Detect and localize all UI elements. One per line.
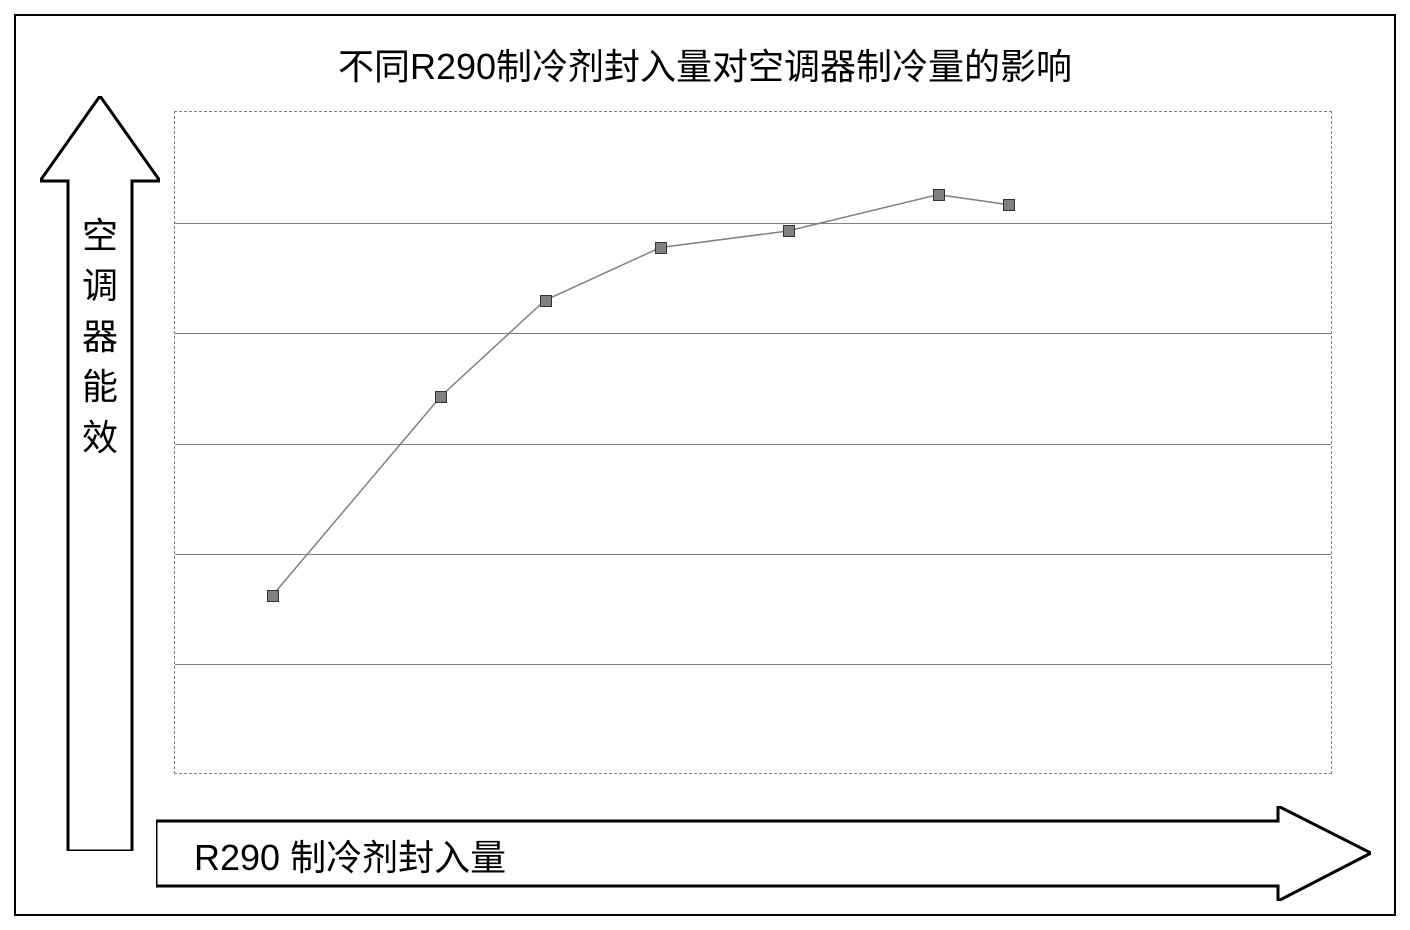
- y-label-char-2: 调: [40, 261, 160, 311]
- data-marker: [783, 225, 795, 237]
- chart-plot-area: [174, 111, 1332, 774]
- data-marker: [540, 295, 552, 307]
- gridline: [175, 223, 1331, 224]
- data-marker: [933, 189, 945, 201]
- data-marker: [1003, 199, 1015, 211]
- y-axis-label: 空 调 器 能 效: [40, 211, 160, 463]
- y-label-char-1: 空: [40, 211, 160, 261]
- y-label-char-5: 效: [40, 413, 160, 463]
- chart-line: [175, 112, 1331, 773]
- y-label-char-4: 能: [40, 362, 160, 412]
- gridline: [175, 444, 1331, 445]
- outer-frame: 不同R290制冷剂封入量对空调器制冷量的影响 空 调 器 能 效 R290 制冷…: [14, 14, 1396, 916]
- x-axis-arrow: R290 制冷剂封入量: [156, 806, 1371, 901]
- gridline: [175, 333, 1331, 334]
- x-axis-label: R290 制冷剂封入量: [194, 829, 506, 881]
- gridline: [175, 554, 1331, 555]
- data-marker: [435, 391, 447, 403]
- gridline: [175, 664, 1331, 665]
- y-label-char-3: 器: [40, 312, 160, 362]
- data-marker: [267, 590, 279, 602]
- y-axis-arrow: 空 调 器 能 效: [40, 96, 160, 851]
- data-marker: [655, 242, 667, 254]
- chart-title: 不同R290制冷剂封入量对空调器制冷量的影响: [16, 38, 1394, 90]
